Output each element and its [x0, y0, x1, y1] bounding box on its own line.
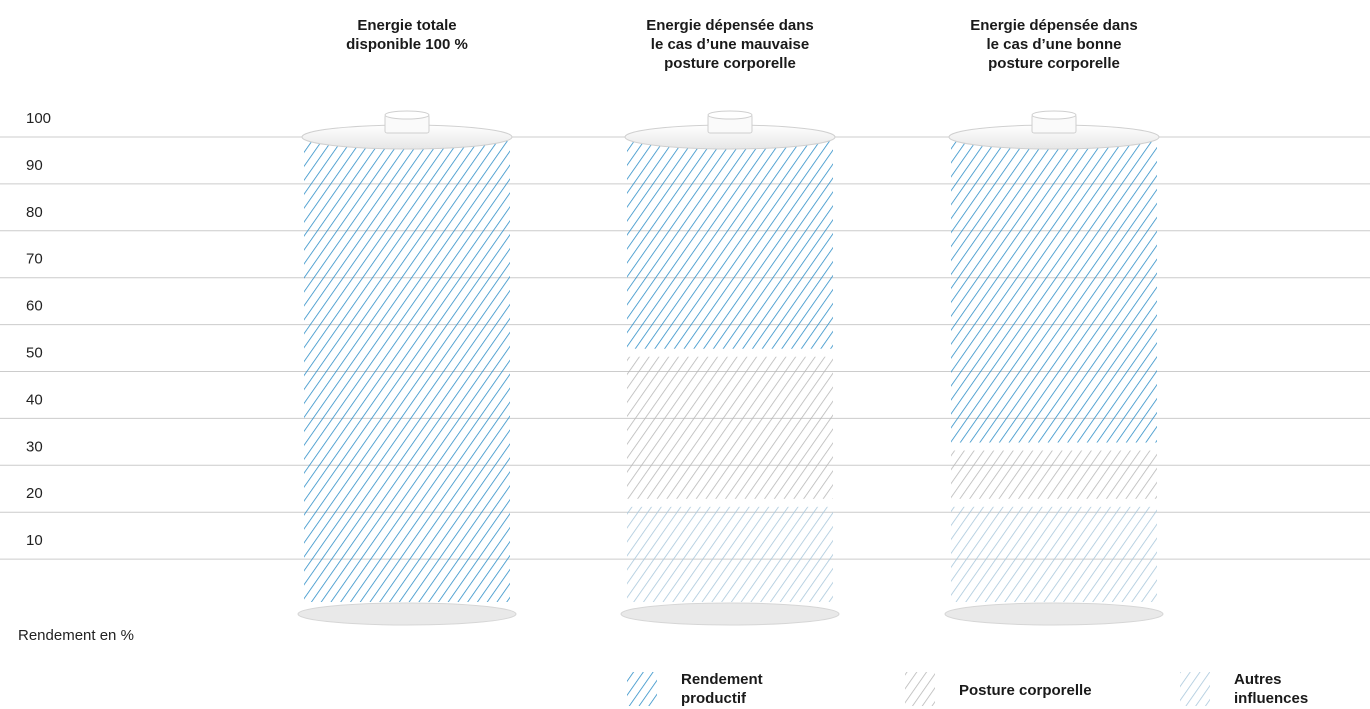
bar-segment-rendement-productif	[951, 141, 1157, 443]
battery-2	[620, 110, 840, 626]
battery-terminal-top	[1031, 110, 1077, 120]
y-tick-label: 10	[26, 532, 43, 549]
bar-segment-rendement-productif	[304, 141, 510, 602]
y-axis-title: Rendement en %	[18, 627, 134, 644]
column-title: Energie dépensée dans le cas d’une mauvai…	[646, 17, 814, 72]
bar-segment-autres-influences	[627, 506, 833, 602]
battery-base	[297, 602, 517, 626]
battery-base	[944, 602, 1164, 626]
y-tick-label: 80	[26, 204, 43, 221]
y-tick-label: 40	[26, 391, 43, 408]
y-tick-label: 60	[26, 298, 43, 315]
legend-swatch	[627, 672, 657, 706]
legend-label: Rendement productif	[681, 671, 763, 707]
batteries	[297, 110, 1164, 626]
column-title: Energie dépensée dans le cas d’une bonne p…	[970, 17, 1138, 72]
bar-segment-posture-corporelle	[627, 356, 833, 499]
legend-swatch	[1180, 672, 1210, 706]
legend: Rendement productif Posture corporelle Autr…	[627, 671, 1308, 707]
bar-segment-autres-influences	[951, 506, 1157, 602]
legend-item-posture-corporelle: Posture corporelle	[905, 672, 1092, 706]
y-tick-label: 30	[26, 438, 43, 455]
y-tick-label: 20	[26, 485, 43, 502]
battery-3	[944, 110, 1164, 626]
legend-label: Autres influences	[1234, 671, 1308, 707]
y-tick-label: 90	[26, 157, 43, 174]
legend-item-rendement-productif: Rendement productif	[627, 671, 763, 707]
legend-label: Posture corporelle	[959, 682, 1092, 699]
y-axis-ticks: 10 20 30 40 50 60 70 80 90 100	[26, 110, 51, 549]
y-tick-label: 100	[26, 110, 51, 127]
y-tick-label: 50	[26, 345, 43, 362]
battery-terminal-top	[707, 110, 753, 120]
battery-base	[620, 602, 840, 626]
bar-segment-posture-corporelle	[951, 450, 1157, 499]
battery-terminal-top	[384, 110, 430, 120]
legend-item-autres-influences: Autres influences	[1180, 671, 1308, 707]
bar-segment-rendement-productif	[627, 141, 833, 349]
y-tick-label: 70	[26, 251, 43, 268]
column-title: Energie totale disponible 100 %	[346, 17, 468, 53]
battery-1	[297, 110, 517, 626]
column-titles: Energie totale disponible 100 % Energie dé…	[346, 17, 1138, 72]
legend-swatch	[905, 672, 935, 706]
